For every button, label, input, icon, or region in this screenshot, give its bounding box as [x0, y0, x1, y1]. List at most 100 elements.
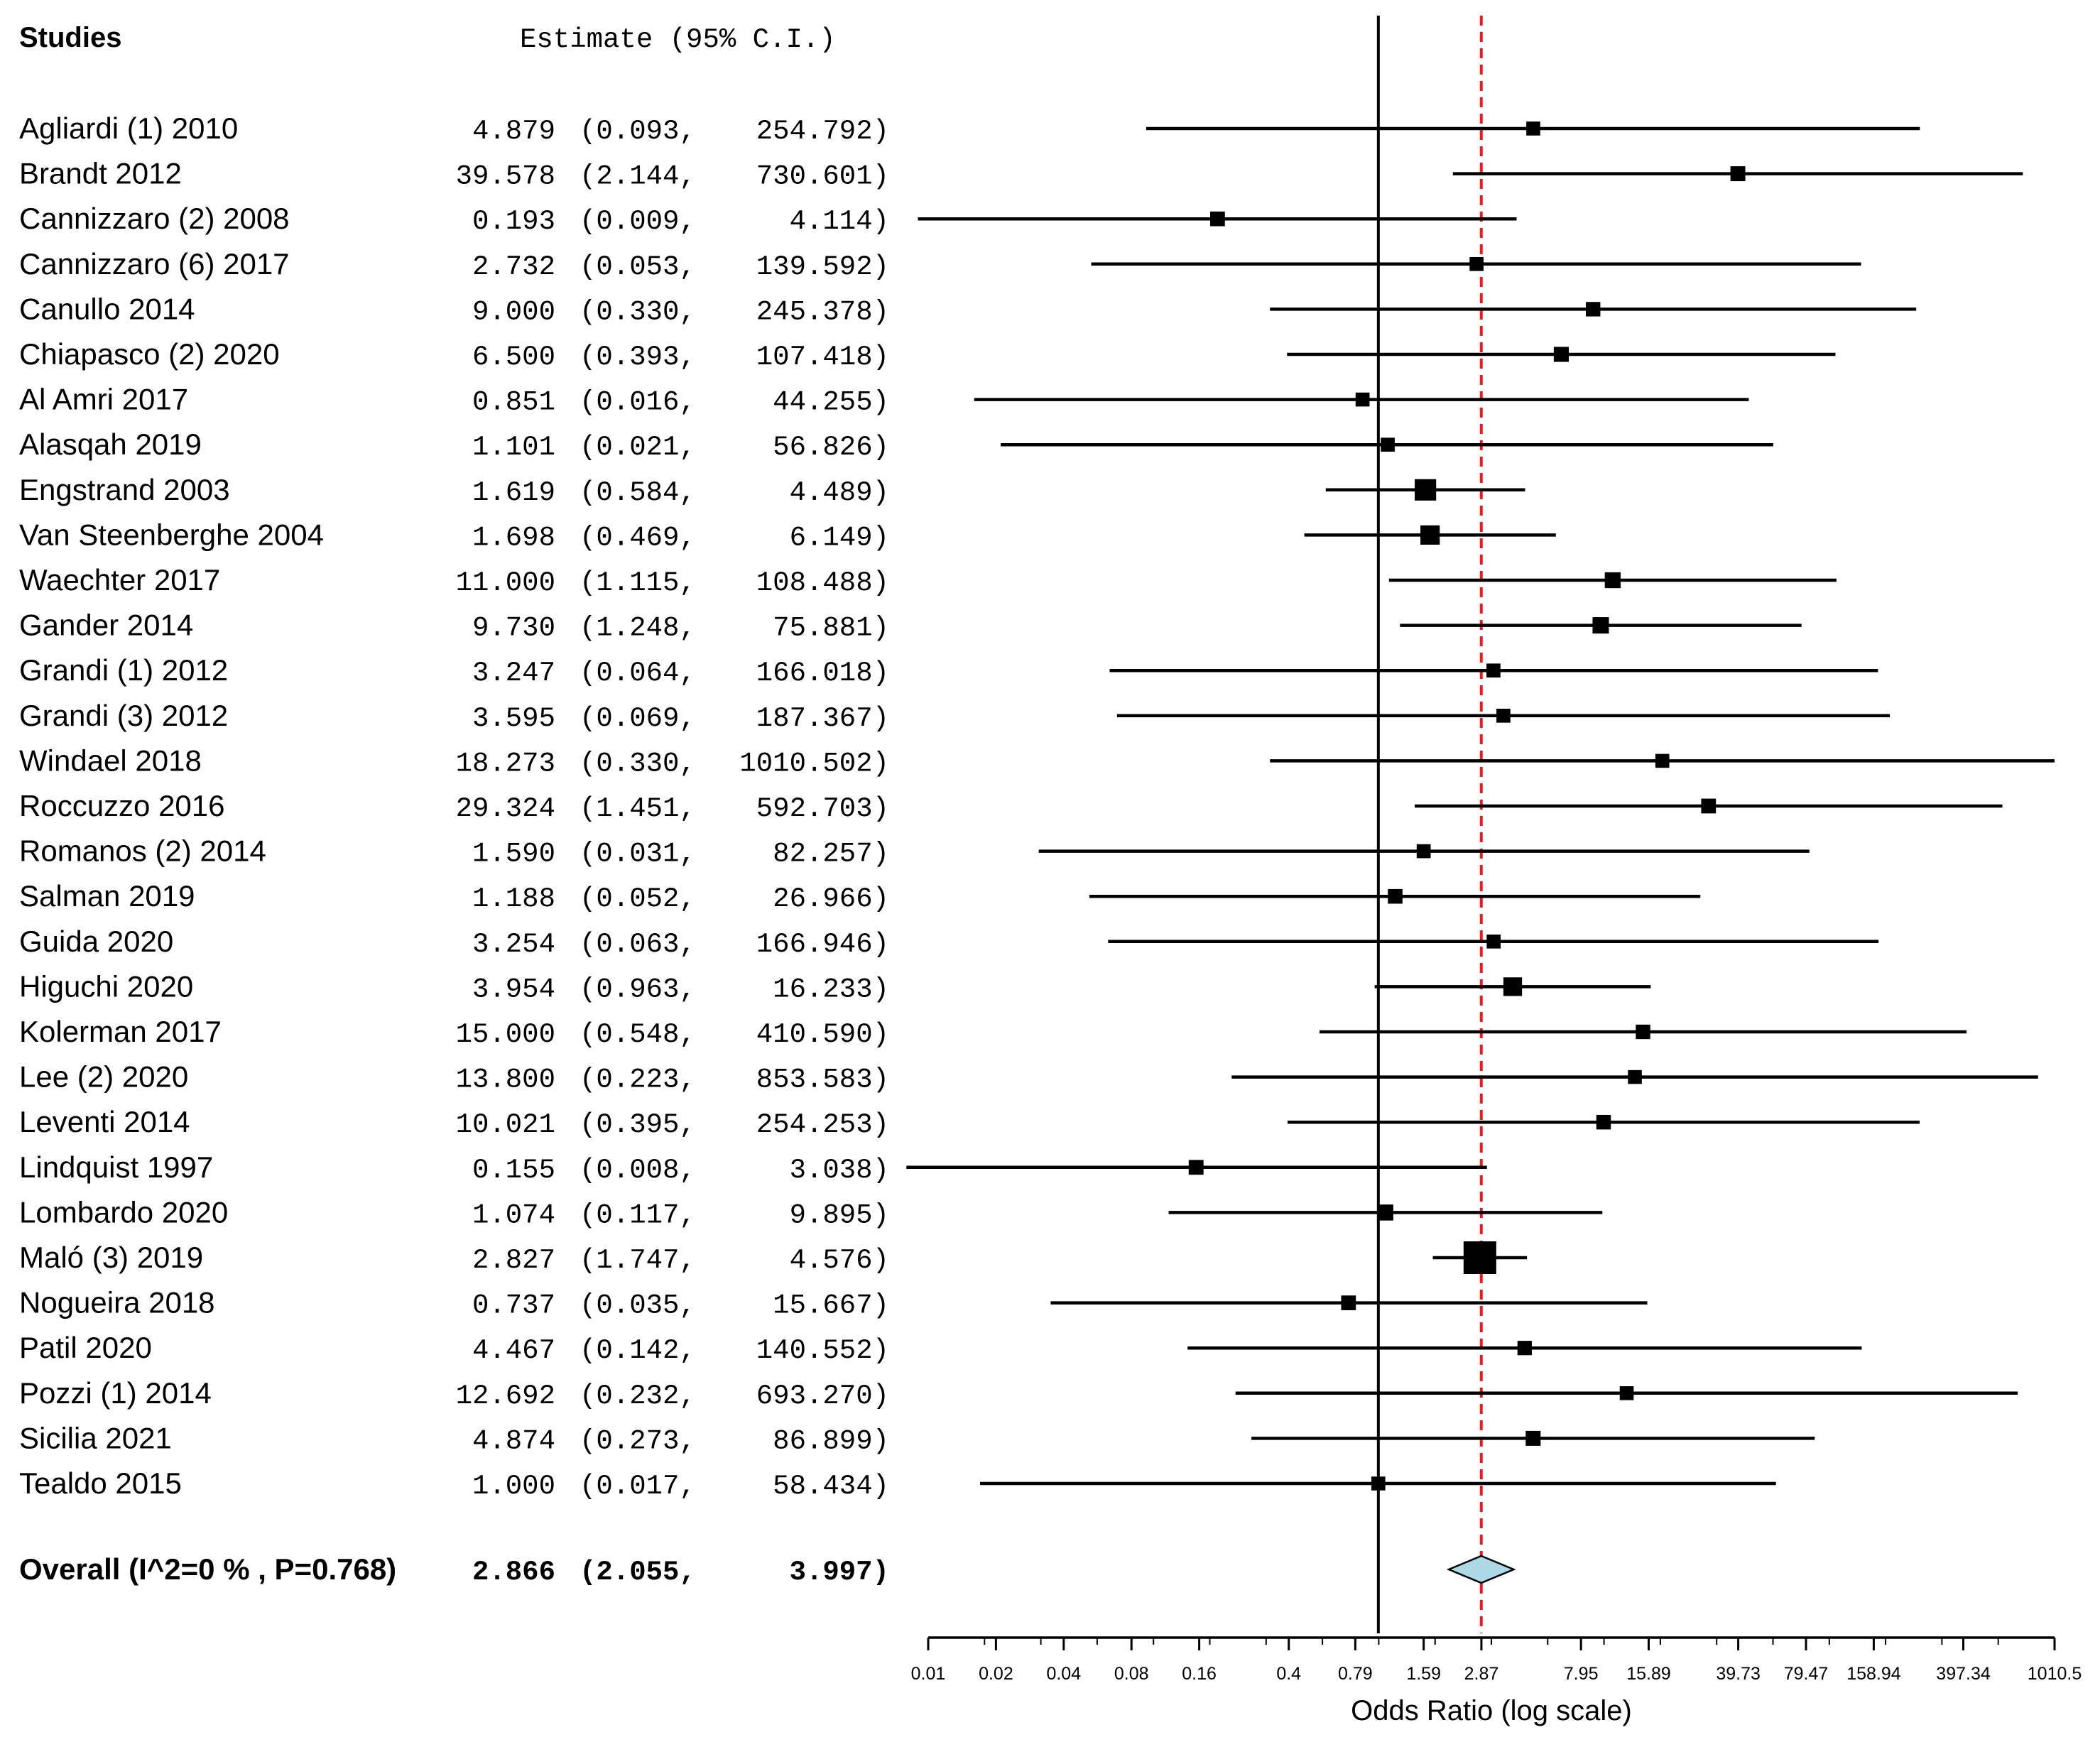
point-estimate-marker [1463, 1241, 1496, 1274]
ci-upper: 4.576) [790, 1245, 889, 1276]
study-row: Nogueira 2018 0.737 (0.035, 15.667) [19, 1286, 1648, 1322]
ci-lower: (1.248, [580, 613, 696, 644]
study-row: Maló (3) 2019 2.827 (1.747, 4.576) [19, 1241, 1528, 1276]
ci-upper: 1010.502) [739, 748, 889, 779]
study-name: Cannizzaro (6) 2017 [19, 247, 290, 281]
ci-lower: (0.035, [580, 1290, 696, 1322]
study-name: Salman 2019 [19, 879, 195, 913]
point-estimate-marker [1592, 617, 1609, 634]
ci-lower: (0.021, [580, 432, 696, 463]
ci-lower: (0.469, [580, 522, 696, 553]
study-name: Pozzi (1) 2014 [19, 1376, 212, 1410]
study-name: Alasqah 2019 [19, 428, 202, 461]
estimate-value: 18.273 [456, 748, 555, 779]
study-name: Maló (3) 2019 [19, 1241, 203, 1274]
ci-upper: 82.257) [773, 839, 889, 870]
ci-lower: (0.232, [580, 1381, 696, 1412]
x-tick-label: 1.59 [1406, 1664, 1441, 1684]
point-estimate-marker [1655, 753, 1670, 768]
ci-lower: (0.330, [580, 296, 696, 327]
estimate-value: 39.578 [456, 161, 555, 192]
study-name: Sicilia 2021 [19, 1421, 172, 1454]
x-tick-label: 158.94 [1846, 1664, 1901, 1684]
ci-lower: (0.064, [580, 658, 696, 689]
estimate-value: 0.737 [472, 1290, 555, 1322]
study-name: Tealdo 2015 [19, 1466, 182, 1500]
ci-upper: 730.601) [756, 161, 889, 192]
study-name: Canullo 2014 [19, 292, 195, 325]
study-row: Romanos (2) 2014 1.590 (0.031, 82.257) [19, 834, 1810, 870]
x-tick-label: 39.73 [1716, 1664, 1761, 1684]
ci-lower: (1.451, [580, 793, 696, 824]
study-row: Lee (2) 2020 13.800 (0.223, 853.583) [19, 1060, 2038, 1096]
study-row: Roccuzzo 2016 29.324 (1.451, 592.703) [19, 789, 2003, 824]
estimate-value: 0.155 [472, 1155, 555, 1186]
x-axis-label: Odds Ratio (log scale) [1351, 1695, 1632, 1726]
estimate-value: 1.188 [472, 883, 555, 915]
ci-upper: 26.966) [773, 883, 889, 915]
study-row: Engstrand 2003 1.619 (0.584, 4.489) [19, 473, 1525, 508]
ci-upper: 58.434) [773, 1471, 889, 1502]
study-name: Waechter 2017 [19, 563, 220, 597]
x-tick-label: 0.16 [1182, 1664, 1217, 1684]
study-row: Brandt 2012 39.578 (2.144, 730.601) [19, 157, 2023, 192]
study-name: Brandt 2012 [19, 157, 182, 190]
point-estimate-marker [1371, 1476, 1386, 1491]
estimate-value: 0.851 [472, 387, 555, 418]
point-estimate-marker [1486, 934, 1501, 949]
estimate-value: 1.074 [472, 1199, 555, 1231]
point-estimate-marker [1636, 1024, 1650, 1040]
ci-upper: 9.895) [790, 1199, 889, 1231]
study-name: Al Amri 2017 [19, 383, 188, 416]
study-row: Lindquist 1997 0.155 (0.008, 3.038) [19, 1150, 1487, 1186]
x-tick-label: 1010.5 [2028, 1664, 2082, 1684]
ci-upper: 245.378) [756, 296, 889, 327]
x-tick-label: 15.89 [1626, 1664, 1671, 1684]
ci-lower: (0.963, [580, 974, 696, 1005]
ci-upper: 6.149) [790, 522, 889, 553]
study-name: Grandi (3) 2012 [19, 699, 228, 732]
point-estimate-marker [1496, 708, 1511, 723]
point-estimate-marker [1377, 1204, 1393, 1221]
estimate-value: 13.800 [456, 1065, 555, 1096]
ci-upper: 853.583) [756, 1065, 889, 1096]
point-estimate-marker [1503, 977, 1523, 996]
x-axis: 0.01 0.02 0.04 0.08 0.16 0.4 0.79 1.59 2.87 7.95 1… [911, 1636, 2082, 1684]
point-estimate-marker [1517, 1341, 1532, 1356]
point-estimate-marker [1388, 888, 1403, 904]
overall-ci-lower: (2.055, [580, 1557, 696, 1588]
estimate-value: 1.619 [472, 477, 555, 508]
ci-upper: 140.552) [756, 1335, 889, 1366]
study-row: Leventi 2014 10.021 (0.395, 254.253) [19, 1105, 1920, 1141]
study-name: Romanos (2) 2014 [19, 834, 266, 868]
ci-upper: 108.488) [756, 567, 889, 599]
ci-upper: 592.703) [756, 793, 889, 824]
point-estimate-marker [1586, 302, 1601, 317]
study-name: Lombardo 2020 [19, 1195, 228, 1229]
estimate-value: 1.000 [472, 1471, 555, 1502]
ci-upper: 166.018) [756, 658, 889, 689]
study-name: Cannizzaro (2) 2008 [19, 202, 290, 235]
study-row: Lombardo 2020 1.074 (0.117, 9.895) [19, 1195, 1603, 1231]
estimate-value: 15.000 [456, 1019, 555, 1050]
estimate-value: 9.730 [472, 613, 555, 644]
ci-lower: (1.747, [580, 1245, 696, 1276]
point-estimate-marker [1628, 1069, 1642, 1084]
study-row: Kolerman 2017 15.000 (0.548, 410.590) [19, 1015, 1967, 1050]
ci-upper: 44.255) [773, 387, 889, 418]
study-name: Engstrand 2003 [19, 473, 230, 506]
study-name: Lindquist 1997 [19, 1150, 213, 1184]
study-row: Pozzi (1) 2014 12.692 (0.232, 693.270) [19, 1376, 2018, 1412]
estimate-value: 3.254 [472, 929, 555, 960]
study-row: Agliardi (1) 2010 4.879 (0.093, 254.792) [19, 111, 1920, 147]
point-estimate-marker [1188, 1160, 1204, 1175]
ci-upper: 16.233) [773, 974, 889, 1005]
ci-lower: (0.016, [580, 387, 696, 418]
point-estimate-marker [1526, 121, 1540, 136]
ci-lower: (0.330, [580, 748, 696, 779]
overall-estimate: 2.866 [472, 1557, 555, 1588]
estimate-value: 2.732 [472, 251, 555, 283]
study-name: Gander 2014 [19, 609, 193, 642]
